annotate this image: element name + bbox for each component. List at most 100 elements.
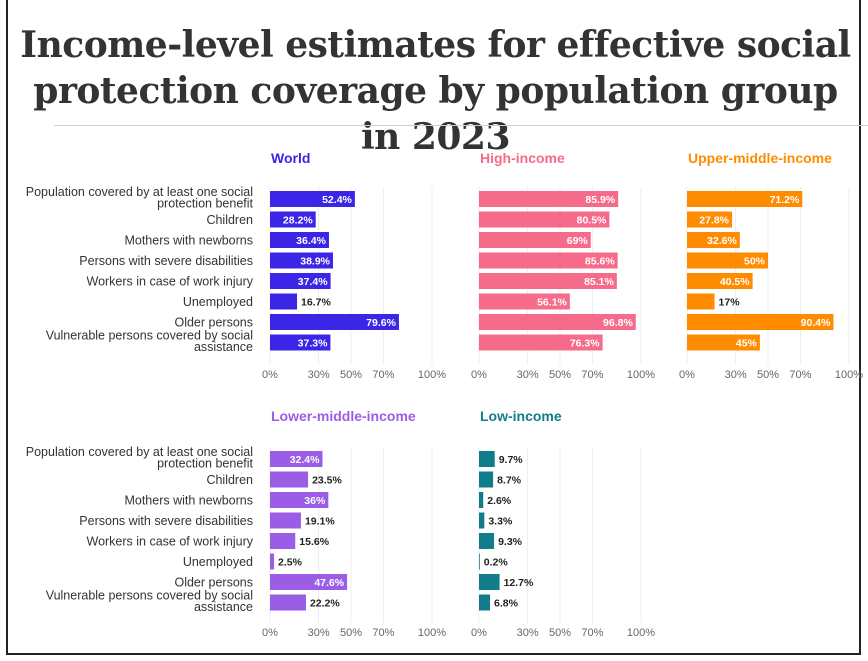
x-tick-label: 50% [340,627,362,639]
data-label: 28.2% [283,215,313,227]
x-tick-label: 0% [262,369,278,381]
category-label: Mothers with newborns [124,494,253,508]
bar [479,471,494,488]
data-label: 76.3% [570,338,600,350]
data-label: 0.2% [484,557,509,569]
bar [687,252,768,269]
data-label: 6.8% [494,598,519,610]
bar [270,232,329,248]
category-label: Mothers with newborns [124,234,253,248]
x-tick-label: 30% [517,627,539,639]
category-label-line: Vulnerable persons covered by social [46,589,253,603]
category-label-line: Population covered by at least one socia… [26,185,253,199]
x-tick-label: 100% [627,369,655,381]
bar [687,191,803,207]
bar [479,492,484,508]
x-tick-label: 70% [581,627,603,639]
data-label: 15.6% [299,536,329,548]
bar [687,232,740,248]
category-label: Unemployed [183,555,253,569]
bar [270,553,275,570]
panel-title: World [271,150,310,166]
x-tick-label: 0% [262,627,278,639]
bar [270,533,296,549]
data-label: 2.6% [487,495,512,507]
data-label: 90.4% [801,317,831,329]
bar [270,293,298,310]
data-label: 69% [567,235,589,247]
bar [270,211,316,228]
data-label: 22.2% [310,598,340,610]
bar [687,293,715,310]
category-label-line: protection benefit [157,457,253,471]
data-label: 52.4% [322,194,352,206]
data-label: 17% [719,297,741,309]
data-label: 79.6% [366,317,396,329]
data-label: 2.5% [278,557,303,569]
bar [479,451,495,467]
x-tick-label: 70% [581,369,603,381]
data-label: 23.5% [312,475,342,487]
bar [270,252,334,269]
category-label: Workers in case of work injury [87,535,254,549]
data-label: 37.3% [298,338,328,350]
chart-title-line-2: protection coverage by population group … [33,70,838,158]
data-label: 3.3% [488,516,513,528]
data-label: 96.8% [603,317,633,329]
panel-title: High-income [480,150,565,166]
category-label: Children [206,213,253,227]
data-label: 36% [304,495,326,507]
x-tick-label: 30% [308,369,330,381]
bar [270,594,306,611]
data-label: 85.6% [585,256,615,268]
x-tick-label: 50% [757,369,779,381]
category-label: Workers in case of work injury [87,275,254,289]
data-label: 19.1% [305,516,335,528]
category-label-line: assistance [194,340,253,354]
data-label: 85.9% [585,194,615,206]
data-label: 16.7% [301,297,331,309]
data-label: 38.9% [300,256,330,268]
bar [479,191,619,207]
bar [270,334,331,351]
chart-title: Income-level estimates for effective soc… [8,22,863,160]
panel-title: Low-income [480,408,562,424]
data-label: 71.2% [770,194,800,206]
x-tick-label: 100% [418,369,446,381]
x-tick-label: 30% [517,369,539,381]
category-label: Population covered by at least one socia… [26,185,254,211]
data-label: 8.7% [497,475,522,487]
category-label: Vulnerable persons covered by social assi… [46,589,253,615]
data-label: 80.5% [577,215,607,227]
x-tick-label: 0% [471,627,487,639]
data-label: 40.5% [720,276,750,288]
category-label: Persons with severe disabilities [79,254,253,268]
x-tick-label: 50% [340,369,362,381]
bar [479,273,617,289]
data-label: 56.1% [537,297,567,309]
x-tick-label: 30% [308,627,330,639]
bar [270,574,348,590]
bar [479,574,500,590]
data-label: 12.7% [504,577,534,589]
category-label: Children [206,473,253,487]
data-label: 27.8% [699,215,729,227]
bar [479,232,591,248]
category-label-line: Population covered by at least one socia… [26,445,253,459]
x-tick-label: 100% [627,627,655,639]
bar [479,334,603,351]
bar [479,594,491,611]
bar [479,512,485,529]
data-label: 50% [744,256,766,268]
category-label: Population covered by at least one socia… [26,445,254,471]
data-label: 32.6% [707,235,737,247]
category-label: Older persons [174,576,253,590]
data-label: 9.7% [499,454,524,466]
bar [270,492,329,508]
bar [479,293,570,310]
data-label: 9.3% [498,536,523,548]
bar [270,471,309,488]
bar [687,314,834,330]
x-tick-label: 100% [418,627,446,639]
